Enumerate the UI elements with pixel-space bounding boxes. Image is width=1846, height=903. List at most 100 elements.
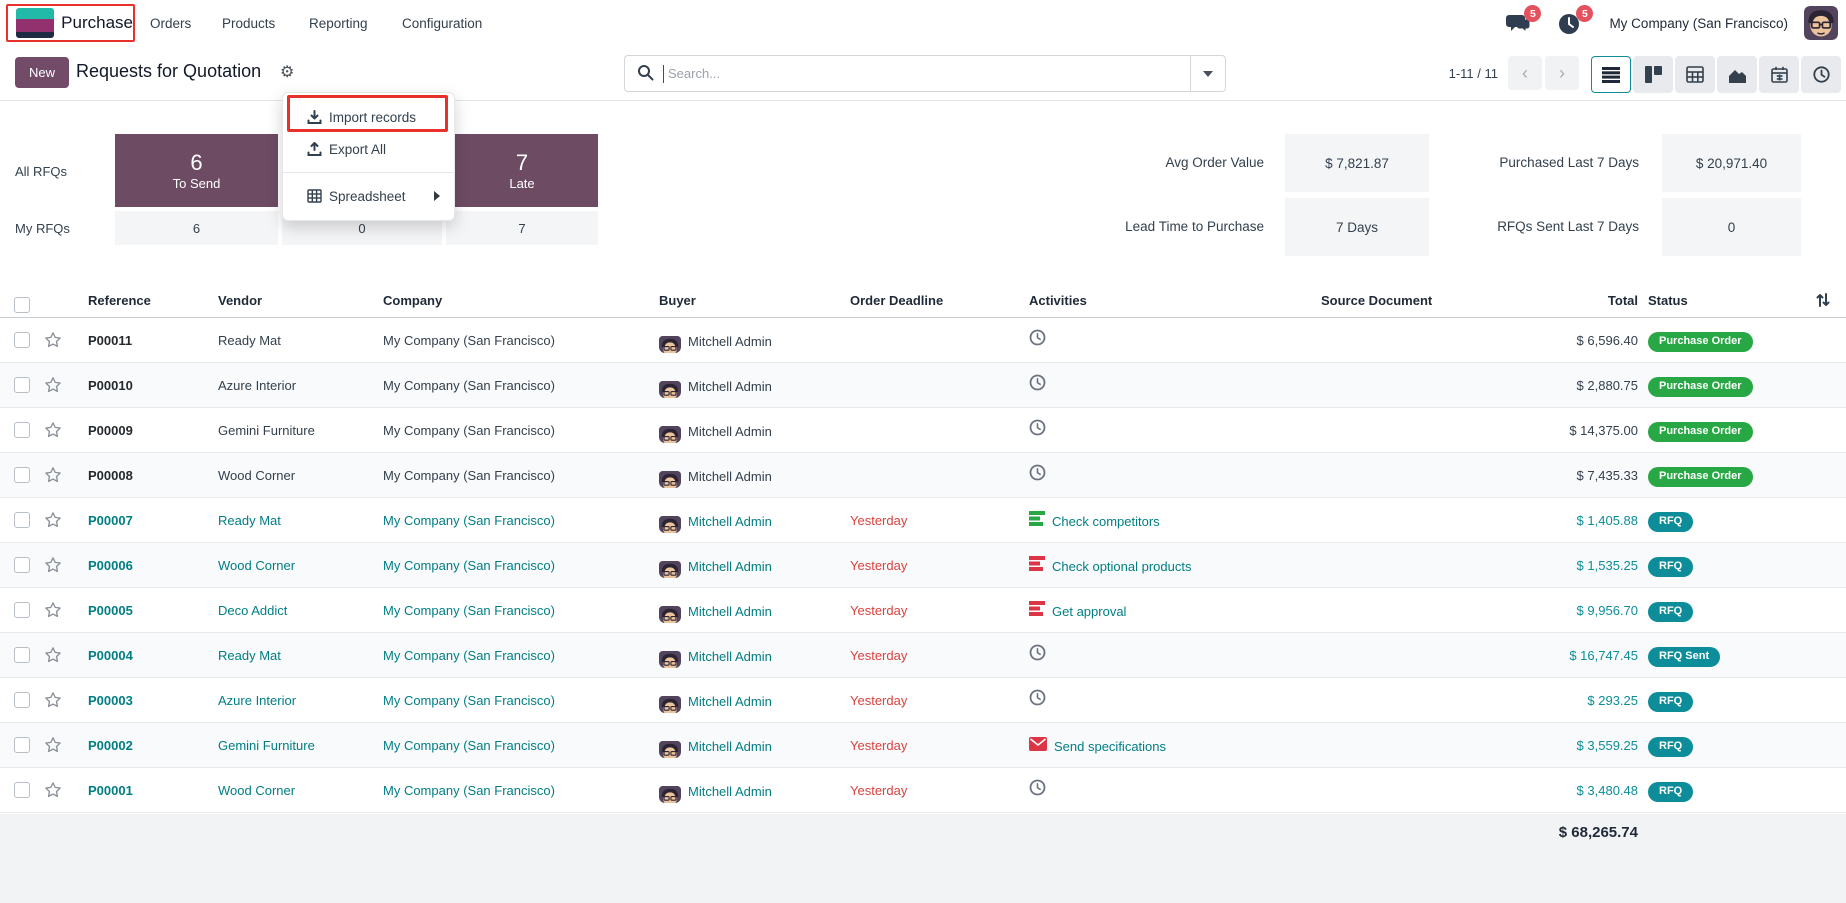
select-all-checkbox[interactable] — [14, 297, 30, 313]
app-name[interactable]: Purchase — [61, 13, 133, 32]
favorite-star-icon[interactable] — [44, 331, 62, 352]
menu-item-export-all[interactable]: Export All — [283, 133, 454, 165]
activity-clock-icon[interactable] — [1029, 319, 1046, 363]
nav-menu-reporting[interactable]: Reporting — [309, 15, 368, 31]
favorite-star-icon[interactable] — [44, 691, 62, 712]
search-options-toggle[interactable] — [1190, 55, 1226, 92]
table-row[interactable]: P00006 Wood Corner My Company (San Francis… — [0, 543, 1846, 588]
menu-item-spreadsheet[interactable]: Spreadsheet — [283, 180, 454, 212]
row-checkbox[interactable] — [14, 332, 30, 348]
row-checkbox[interactable] — [14, 602, 30, 618]
row-checkbox[interactable] — [14, 422, 30, 438]
reference-cell: P00010 — [88, 378, 133, 393]
row-checkbox[interactable] — [14, 782, 30, 798]
table-row[interactable]: P00011 Ready Mat My Company (San Francisco… — [0, 318, 1846, 363]
optional-columns-icon[interactable] — [1815, 291, 1831, 312]
activity-label[interactable]: Send specifications — [1054, 739, 1167, 755]
kpi-my-to-send[interactable]: 6 — [115, 211, 278, 245]
favorite-star-icon[interactable] — [44, 736, 62, 757]
activity-todo-icon-red[interactable] — [1029, 589, 1045, 633]
table-row[interactable]: P00001 Wood Corner My Company (San Francis… — [0, 768, 1846, 813]
table-row[interactable]: P00003 Azure Interior My Company (San Fran… — [0, 678, 1846, 723]
vendor-cell: Ready Mat — [218, 648, 281, 663]
total-cell: $ 6,596.40 — [1576, 333, 1638, 348]
activity-clock-icon[interactable] — [1029, 454, 1046, 498]
nav-menu-products[interactable]: Products — [222, 15, 276, 31]
favorite-star-icon[interactable] — [44, 511, 62, 532]
view-switch-graph-button[interactable] — [1717, 56, 1757, 93]
row-checkbox[interactable] — [14, 512, 30, 528]
row-checkbox[interactable] — [14, 647, 30, 663]
row-checkbox[interactable] — [14, 692, 30, 708]
user-avatar[interactable] — [1804, 6, 1838, 40]
view-switch-activity-button[interactable] — [1801, 56, 1841, 93]
activity-label[interactable]: Get approval — [1052, 604, 1127, 620]
buyer-cell: Mitchell Admin — [659, 678, 845, 723]
view-switch-list-button[interactable] — [1591, 56, 1631, 93]
pager-previous-button[interactable]: ‹ — [1508, 56, 1542, 90]
column-header-status[interactable]: Status — [1648, 293, 1688, 308]
search-input[interactable]: Search... — [624, 55, 1190, 92]
table-row[interactable]: P00008 Wood Corner My Company (San Francis… — [0, 453, 1846, 498]
column-header-vendor[interactable]: Vendor — [218, 293, 263, 308]
activity-clock-icon[interactable] — [1029, 679, 1046, 723]
activities-icon[interactable]: 5 — [1557, 5, 1594, 34]
activities-badge: 5 — [1576, 5, 1594, 22]
row-checkbox[interactable] — [14, 557, 30, 573]
table-row[interactable]: P00005 Deco Addict My Company (San Francis… — [0, 588, 1846, 633]
annotation-box-brand: Purchase — [6, 4, 135, 42]
activity-clock-icon[interactable] — [1029, 364, 1046, 408]
column-header-buyer[interactable]: Buyer — [659, 293, 696, 308]
row-checkbox[interactable] — [14, 467, 30, 483]
row-checkbox[interactable] — [14, 377, 30, 393]
favorite-star-icon[interactable] — [44, 466, 62, 487]
company-cell: My Company (San Francisco) — [383, 468, 555, 483]
view-switch-kanban-button[interactable] — [1633, 56, 1673, 93]
new-button[interactable]: New — [15, 57, 70, 88]
view-switch-pivot-button[interactable] — [1675, 56, 1715, 93]
activity-clock-icon[interactable] — [1029, 769, 1046, 813]
row-checkbox[interactable] — [14, 737, 30, 753]
gear-icon[interactable]: ⚙ — [280, 64, 295, 81]
table-row[interactable]: P00007 Ready Mat My Company (San Francisco… — [0, 498, 1846, 543]
column-header-reference[interactable]: Reference — [88, 293, 151, 308]
activity-label[interactable]: Check optional products — [1052, 559, 1192, 575]
favorite-star-icon[interactable] — [44, 556, 62, 577]
favorite-star-icon[interactable] — [44, 646, 62, 667]
view-switch-calendar-button[interactable] — [1759, 56, 1799, 93]
table-body: P00011 Ready Mat My Company (San Francisco… — [0, 318, 1846, 813]
activity-email-icon[interactable] — [1029, 724, 1047, 768]
kpi-my-late[interactable]: 7 — [446, 211, 598, 245]
favorite-star-icon[interactable] — [44, 601, 62, 622]
status-badge: RFQ — [1648, 723, 1823, 768]
column-header-company[interactable]: Company — [383, 293, 443, 308]
nav-menu-configuration[interactable]: Configuration — [402, 15, 483, 31]
table-row[interactable]: P00004 Ready Mat My Company (San Francisco… — [0, 633, 1846, 678]
nav-menu-orders[interactable]: Orders — [150, 15, 192, 31]
column-header-source-document[interactable]: Source Document — [1321, 293, 1433, 308]
messages-icon[interactable]: 5 — [1505, 5, 1542, 34]
favorite-star-icon[interactable] — [44, 781, 62, 802]
company-switcher[interactable]: My Company (San Francisco) — [1609, 15, 1788, 31]
kpi-card-to-send[interactable]: 6 To Send — [115, 134, 278, 207]
activity-label[interactable]: Check competitors — [1052, 514, 1160, 530]
table-row[interactable]: P00002 Gemini Furniture My Company (San Fr… — [0, 723, 1846, 768]
kpi-to-send-value: 6 — [190, 149, 203, 175]
favorite-star-icon[interactable] — [44, 421, 62, 442]
stat-avg-order-value-label: Avg Order Value — [1165, 155, 1264, 170]
table-row[interactable]: P00009 Gemini Furniture My Company (San Fr… — [0, 408, 1846, 453]
column-header-total[interactable]: Total — [1607, 293, 1638, 308]
pager-next-button[interactable]: › — [1545, 56, 1579, 90]
favorite-star-icon[interactable] — [44, 376, 62, 397]
purchase-app-logo-icon[interactable] — [16, 8, 55, 38]
table-row[interactable]: P00010 Azure Interior My Company (San Fran… — [0, 363, 1846, 408]
menu-item-import-records[interactable]: Import records — [283, 101, 454, 133]
activity-clock-icon[interactable] — [1029, 409, 1046, 453]
column-header-activities[interactable]: Activities — [1029, 293, 1087, 308]
vendor-cell: Wood Corner — [218, 558, 296, 573]
activity-todo-icon-green[interactable] — [1029, 499, 1045, 543]
activity-clock-icon[interactable] — [1029, 634, 1046, 678]
activity-todo-icon-red[interactable] — [1029, 544, 1045, 588]
column-header-order-deadline[interactable]: Order Deadline — [850, 293, 944, 308]
kpi-card-late[interactable]: 7 Late — [446, 134, 598, 207]
